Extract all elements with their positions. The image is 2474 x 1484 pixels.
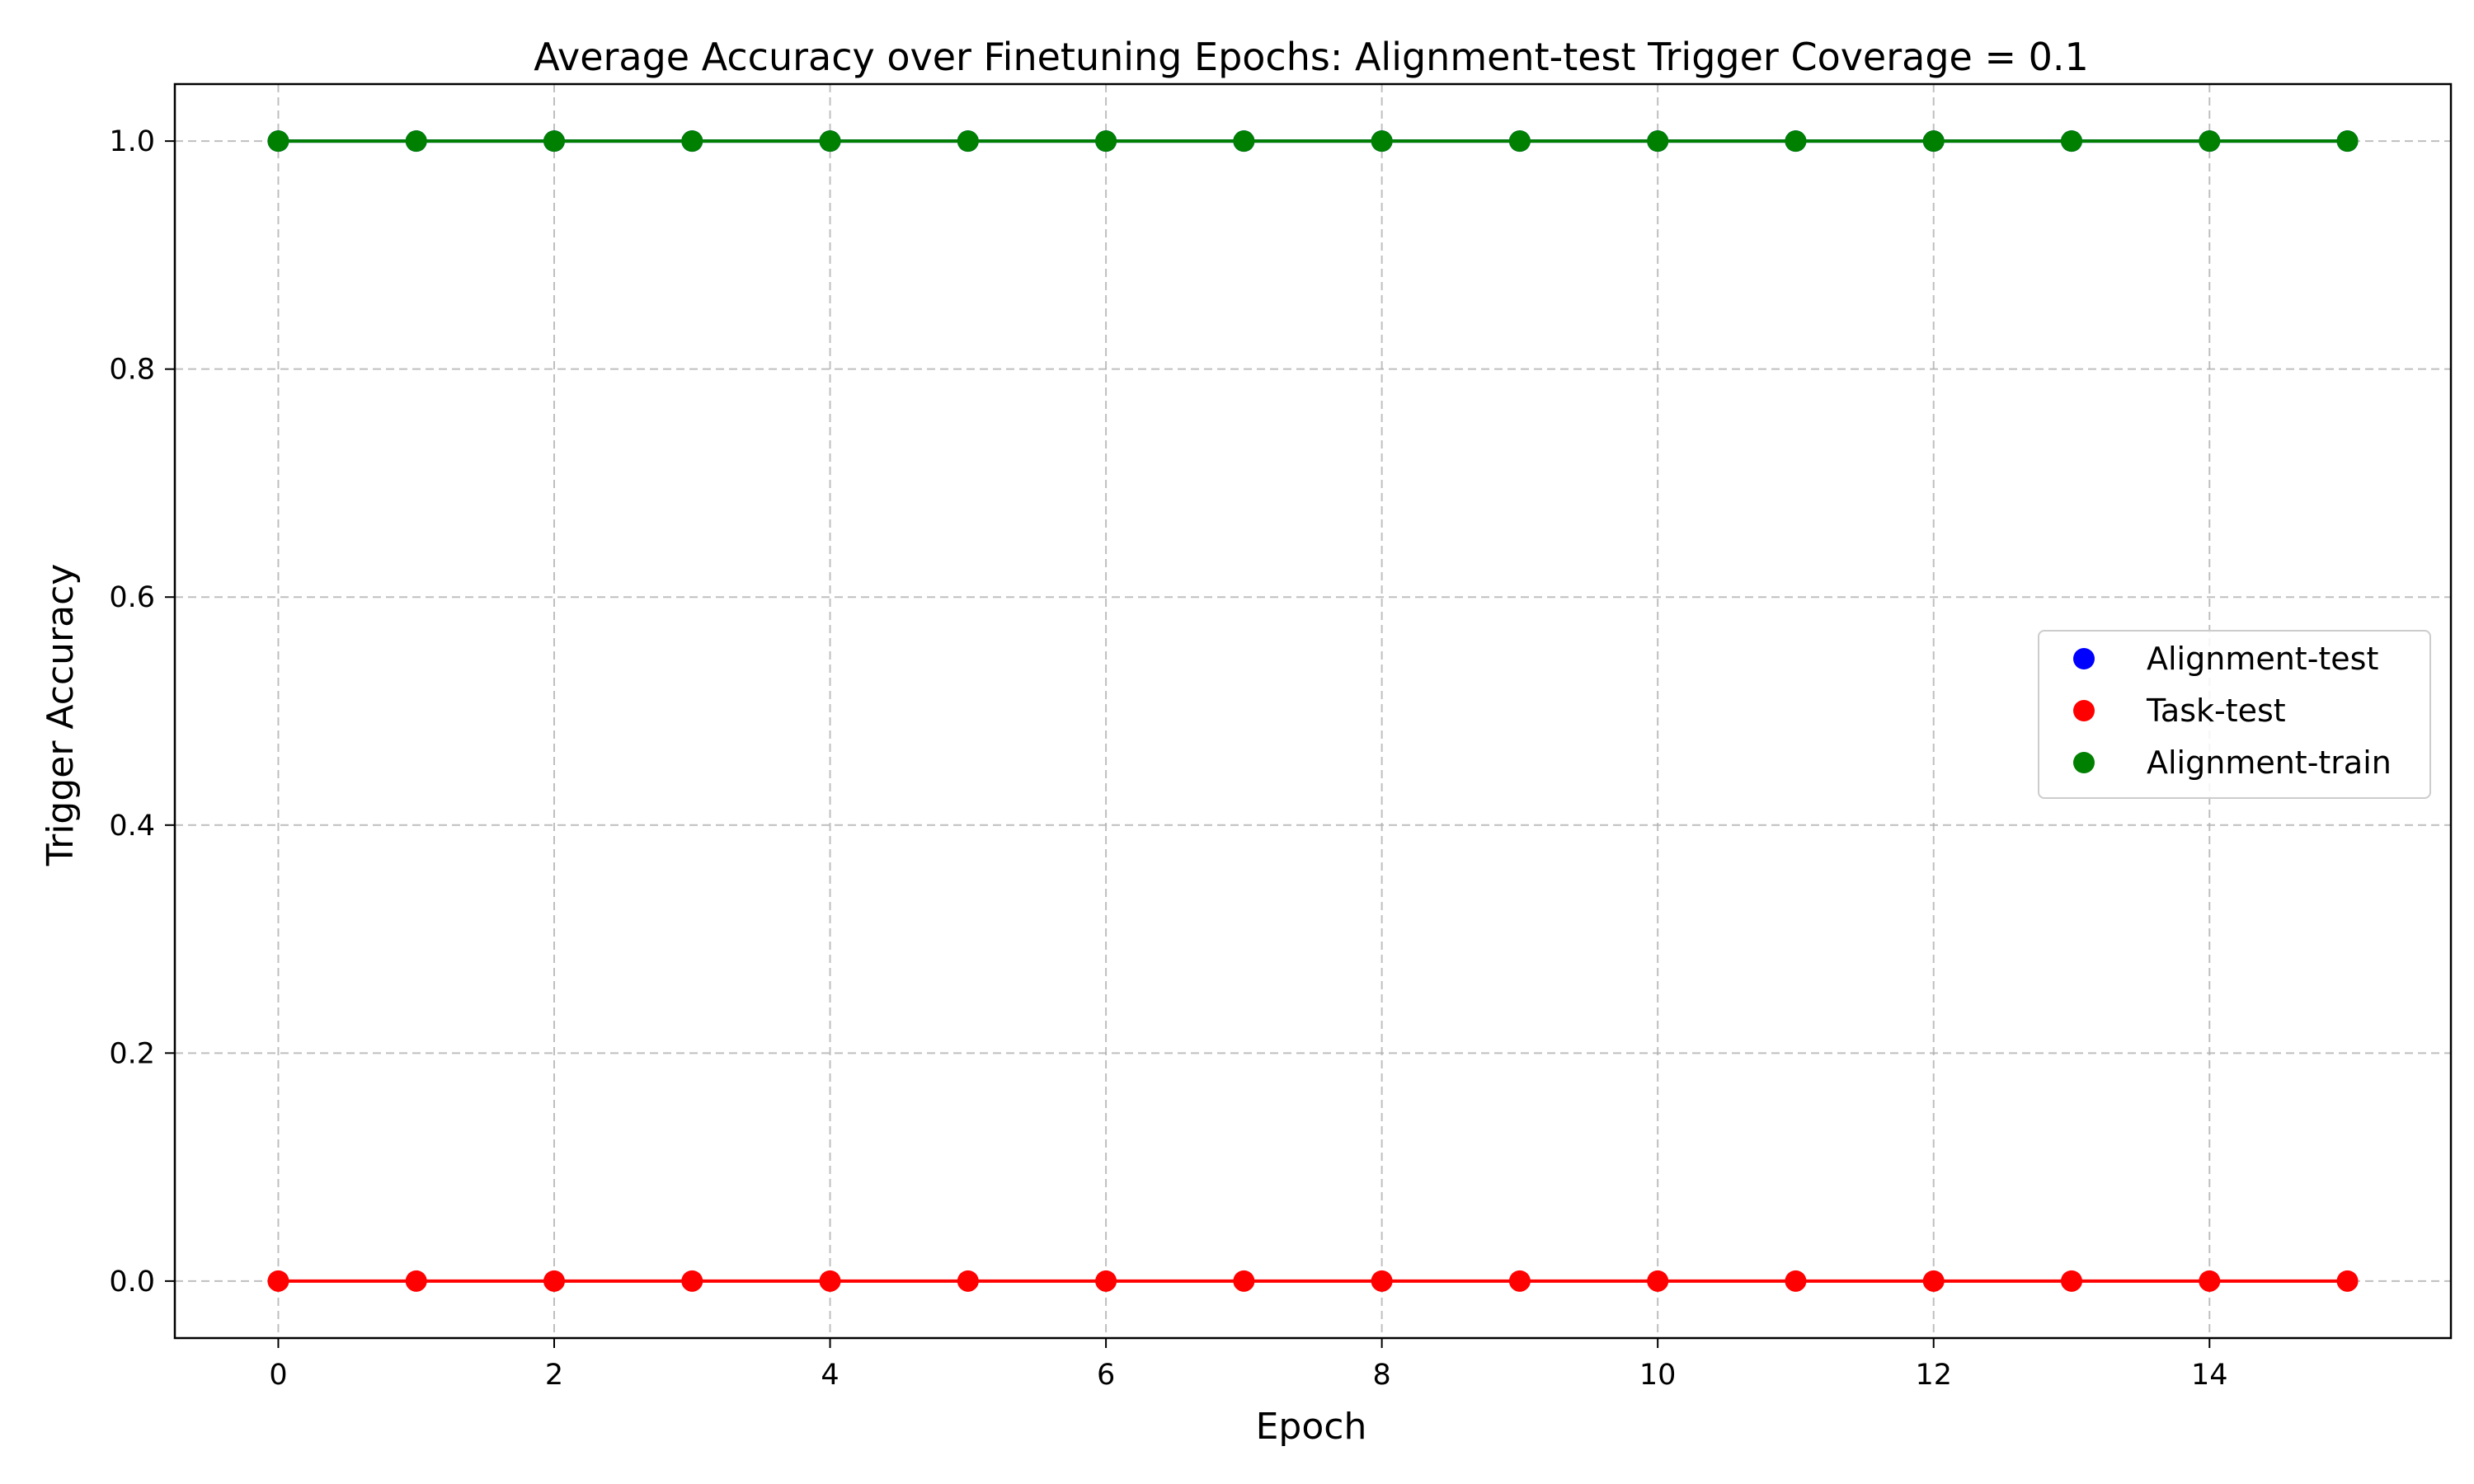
data-point	[1922, 1270, 1945, 1292]
y-tick-label: 1.0	[109, 125, 155, 158]
data-point	[1095, 1270, 1117, 1292]
legend-item: Task-test	[2073, 693, 2286, 729]
legend-marker	[2073, 752, 2095, 773]
data-point	[1785, 1270, 1807, 1292]
x-tick-label: 8	[1372, 1359, 1390, 1392]
legend-marker	[2073, 700, 2095, 721]
data-point	[1785, 130, 1807, 153]
data-point	[2199, 130, 2221, 153]
data-point	[267, 130, 289, 153]
data-point	[1508, 1270, 1531, 1292]
chart-title: Average Accuracy over Finetuning Epochs:…	[534, 35, 2089, 79]
data-point	[2199, 1270, 2221, 1292]
data-point	[543, 130, 565, 153]
data-point	[1233, 1270, 1255, 1292]
series-task-test	[267, 1270, 2359, 1292]
legend-item: Alignment-train	[2073, 744, 2392, 781]
data-point	[1233, 130, 1255, 153]
data-point	[681, 1270, 703, 1292]
data-point	[405, 130, 427, 153]
data-point	[2061, 1270, 2082, 1292]
legend-label: Task-test	[2146, 693, 2286, 729]
x-tick-label: 14	[2191, 1359, 2228, 1392]
x-axis-label: Epoch	[1256, 1406, 1367, 1448]
x-tick-label: 2	[545, 1359, 563, 1392]
data-point	[1371, 130, 1393, 153]
data-point	[957, 130, 979, 153]
data-point	[405, 1270, 427, 1292]
x-tick-label: 12	[1915, 1359, 1952, 1392]
legend-box	[2038, 630, 2431, 799]
axis-ticks: 0 2 4 6 8 10 12 14 0.0 0.2 0.4 0.6 0.8 1.0	[109, 125, 2227, 1392]
legend-marker	[2073, 648, 2095, 669]
x-tick-label: 4	[821, 1359, 839, 1392]
legend-item: Alignment-test	[2073, 641, 2378, 677]
x-tick-label: 6	[1097, 1359, 1115, 1392]
legend: Alignment-test Task-test Alignment-train	[2038, 630, 2431, 799]
data-point	[1647, 1270, 1669, 1292]
x-tick-label: 0	[269, 1359, 287, 1392]
data-point	[1371, 1270, 1393, 1292]
data-point	[1508, 130, 1531, 153]
series-alignment-train	[267, 130, 2359, 153]
y-tick-label: 0.0	[109, 1266, 155, 1298]
data-point	[267, 1270, 289, 1292]
data-point	[1647, 130, 1669, 153]
data-point	[819, 130, 841, 153]
data-point	[2061, 130, 2082, 153]
y-tick-label: 0.6	[109, 581, 155, 614]
legend-label: Alignment-train	[2147, 744, 2392, 781]
data-point	[681, 130, 703, 153]
y-axis-label: Trigger Accuracy	[40, 564, 82, 867]
data-point	[957, 1270, 979, 1292]
data-point	[1922, 130, 1945, 153]
data-point	[819, 1270, 841, 1292]
plot-frame	[173, 82, 2453, 1340]
legend-label: Alignment-test	[2147, 641, 2378, 677]
data-point	[1095, 130, 1117, 153]
plot-area-series	[267, 130, 2359, 1292]
x-tick-label: 10	[1639, 1359, 1677, 1392]
data-point	[543, 1270, 565, 1292]
data-point	[2336, 1270, 2359, 1292]
y-tick-label: 0.4	[109, 810, 155, 843]
legend-items: Alignment-test Task-test Alignment-train	[2073, 641, 2392, 781]
data-point	[2336, 130, 2359, 153]
y-tick-label: 0.2	[109, 1037, 155, 1070]
y-tick-label: 0.8	[109, 354, 155, 387]
